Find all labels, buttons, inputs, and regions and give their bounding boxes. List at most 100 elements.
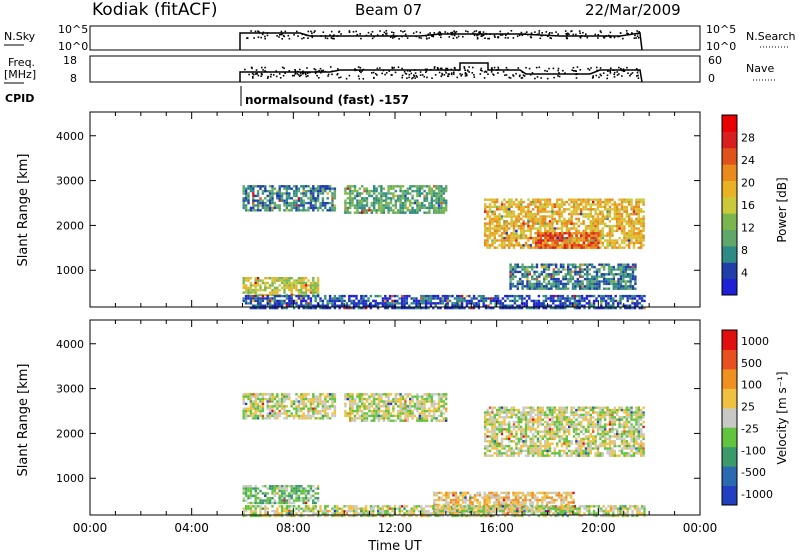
heatmap-cell [527, 229, 530, 233]
heatmap-cell [292, 185, 296, 188]
heatmap-cell [445, 397, 448, 401]
heatmap-cell [491, 423, 494, 426]
heatmap-cell [514, 265, 517, 269]
heatmap-cell [615, 280, 618, 283]
freq-point [409, 70, 411, 72]
heatmap-cell [523, 285, 527, 288]
heatmap-cell [324, 204, 327, 207]
nsky-tick-top: 10^5 [58, 23, 88, 36]
heatmap-cell [302, 284, 305, 287]
heatmap-cell [512, 425, 516, 429]
heatmap-cell [415, 306, 418, 310]
heatmap-cell [445, 201, 448, 205]
heatmap-cell [425, 199, 429, 202]
heatmap-cell [505, 449, 508, 453]
freq-label-1: Freq. [8, 56, 35, 69]
heatmap-cell [300, 192, 303, 195]
heatmap-cell [242, 185, 245, 188]
heatmap-cell [300, 407, 303, 410]
freq-point [588, 69, 591, 71]
heatmap-cell [254, 209, 257, 212]
heatmap-cell [309, 192, 313, 195]
heatmap-cell [484, 447, 487, 450]
heatmap-cell [404, 414, 407, 418]
heatmap-cell [312, 294, 315, 298]
heatmap-cell [520, 205, 523, 209]
heatmap-cell [356, 192, 359, 195]
heatmap-cell [568, 229, 571, 233]
heatmap-cell [493, 232, 496, 235]
heatmap-cell [521, 275, 524, 278]
heatmap-cell [416, 417, 419, 420]
heatmap-cell [418, 189, 421, 193]
heatmap-cell [523, 304, 526, 307]
heatmap-cell [316, 405, 320, 408]
heatmap-cell [377, 409, 381, 413]
heatmap-cell [382, 400, 385, 403]
heatmap-cell [551, 229, 554, 233]
heatmap-cell [636, 294, 639, 298]
heatmap-cell [302, 414, 305, 418]
heatmap-cell [346, 414, 349, 418]
heatmap-cell [590, 236, 593, 240]
heatmap-cell [437, 192, 441, 195]
heatmap-cell [584, 198, 588, 201]
heatmap-cell [307, 206, 310, 210]
heatmap-cell [488, 236, 492, 240]
nsky-tick-bottom: 10^0 [58, 40, 88, 53]
heatmap-cell [242, 189, 245, 193]
heatmap-cell [541, 408, 544, 412]
heatmap-cell [321, 199, 325, 202]
heatmap-cell [595, 280, 599, 283]
heatmap-cell [503, 236, 506, 240]
nsky-point [549, 37, 551, 39]
heatmap-cell [627, 268, 630, 271]
colorbar-segment [722, 229, 737, 247]
heatmap-cell [524, 442, 528, 445]
heatmap-cell [517, 416, 520, 419]
heatmap-cell [508, 428, 511, 431]
heatmap-cell [328, 294, 332, 298]
heatmap-cell [398, 297, 401, 300]
heatmap-cell [358, 393, 361, 396]
heatmap-cell [491, 198, 494, 201]
heatmap-cell [594, 232, 598, 235]
heatmap-cell [273, 281, 277, 285]
heatmap-cell [319, 204, 322, 207]
heatmap-cell [599, 210, 602, 213]
nsky-scatter [246, 30, 640, 40]
heatmap-cell [510, 244, 513, 247]
heatmap-cell [543, 265, 546, 269]
heatmap-cell [409, 185, 412, 188]
heatmap-cell [619, 282, 623, 286]
heatmap-cell [640, 294, 644, 298]
heatmap-cell [252, 185, 255, 188]
heatmap-cell [373, 192, 376, 195]
heatmap-cell [261, 289, 265, 292]
nsky-point [599, 30, 602, 32]
heatmap-cell [309, 304, 313, 307]
heatmap-cell [377, 419, 381, 422]
heatmap-cell [515, 244, 518, 247]
heatmap-cell [528, 306, 531, 310]
heatmap-cell [544, 444, 547, 448]
freq-point [299, 68, 301, 71]
freq-point [425, 68, 428, 71]
heatmap-cell [486, 234, 489, 237]
heatmap-cell [613, 224, 616, 228]
heatmap-cell [625, 198, 628, 201]
heatmap-cell [606, 198, 609, 201]
heatmap-cell [363, 211, 366, 214]
heatmap-cell [428, 204, 431, 207]
heatmap-cell [558, 227, 561, 230]
heatmap-cell [562, 277, 565, 281]
heatmap-cell [285, 279, 289, 282]
heatmap-cell [333, 412, 337, 415]
heatmap-cell [632, 208, 636, 211]
nsky-point [257, 36, 260, 38]
heatmap-cell [508, 440, 511, 443]
freq-tick-bottom: 8 [70, 72, 77, 85]
heatmap-cell [613, 241, 616, 245]
heatmap-cell [373, 393, 376, 396]
